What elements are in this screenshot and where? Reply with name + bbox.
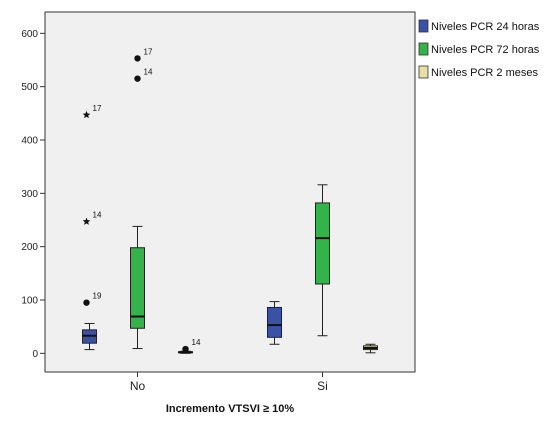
box-niveles-pcr-2-meses-si — [363, 343, 378, 354]
y-tick-label: 500 — [21, 82, 38, 93]
y-tick-label: 300 — [21, 189, 38, 200]
outlier-circle — [134, 75, 141, 82]
y-tick-label: 100 — [21, 296, 38, 307]
outliers-layer: 19 14 17 14 17 14 — [82, 47, 201, 353]
plot-area — [44, 11, 416, 373]
box-niveles-pcr-24-horas-no — [82, 322, 97, 351]
box-iqr — [267, 306, 282, 338]
x-tick-label: Si — [317, 379, 328, 393]
box-iqr — [315, 202, 330, 285]
outlier-label: 14 — [93, 211, 102, 220]
box-iqr — [130, 247, 145, 329]
box-niveles-pcr-72-horas-si — [315, 184, 330, 337]
outlier-label: 17 — [93, 104, 102, 113]
box-niveles-pcr-72-horas-no — [130, 225, 145, 350]
y-tick-label: 600 — [21, 29, 38, 40]
outlier-label: 19 — [93, 292, 102, 301]
legend-swatch — [418, 19, 429, 33]
outlier-label: 14 — [192, 338, 201, 347]
legend-swatch — [418, 42, 429, 56]
outlier-star — [82, 217, 91, 225]
outlier-circle — [83, 299, 90, 306]
outlier-label: 17 — [144, 47, 153, 56]
outlier-circle — [134, 55, 141, 62]
legend-label: Niveles PCR 2 meses — [431, 67, 538, 79]
x-tick-label: No — [130, 379, 146, 393]
y-tick-label: 0 — [32, 349, 38, 360]
boxes-layer — [82, 184, 378, 354]
y-tick-label: 400 — [21, 136, 38, 147]
outlier-star — [82, 110, 91, 119]
outlier-label: 14 — [144, 68, 153, 77]
x-axis: No Si — [130, 372, 328, 393]
box-niveles-pcr-24-horas-si — [267, 301, 282, 345]
legend-swatch — [418, 65, 429, 79]
outlier-circle — [182, 345, 189, 353]
legend: Niveles PCR 24 horas Niveles PCR 72 horas… — [418, 19, 540, 79]
legend-label: Niveles PCR 72 horas — [431, 44, 540, 56]
x-axis-title: Incremento VTSVI ≥ 10% — [166, 403, 295, 415]
y-tick-label: 200 — [21, 242, 38, 253]
y-axis: 0 100 200 300 400 500 600 — [21, 29, 45, 360]
legend-label: Niveles PCR 24 horas — [431, 21, 540, 33]
